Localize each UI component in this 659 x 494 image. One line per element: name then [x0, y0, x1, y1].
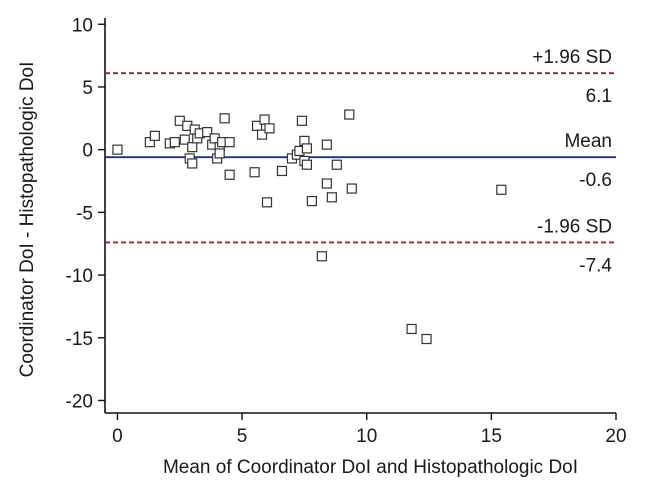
mean-value-label: -0.6 [579, 170, 612, 191]
data-point [224, 137, 235, 148]
y-tick-label: -10 [66, 266, 93, 287]
data-point [179, 134, 190, 145]
data-point [316, 251, 327, 262]
y-tick-label: 5 [82, 78, 93, 99]
data-point [331, 159, 342, 170]
y-tick-label: -15 [66, 329, 93, 350]
x-tick-label: 10 [356, 426, 377, 447]
data-point [321, 139, 332, 150]
data-point [301, 143, 313, 154]
data-point [249, 167, 260, 178]
lower-limit-label: -1.96 SD [537, 216, 612, 237]
data-point [112, 144, 123, 155]
data-point [301, 159, 313, 170]
x-tick-label: 5 [237, 426, 248, 447]
data-point [214, 148, 225, 159]
data-point [406, 323, 417, 335]
x-tick-label: 20 [605, 426, 626, 447]
data-point [421, 333, 432, 345]
upper-limit-label: +1.96 SD [532, 47, 612, 68]
data-point [261, 197, 273, 208]
y-tick-label: 10 [72, 15, 93, 36]
mean-label: Mean [564, 131, 612, 152]
data-point [264, 123, 275, 134]
data-point [187, 142, 198, 153]
data-point [219, 113, 230, 124]
x-tick-label: 15 [481, 426, 502, 447]
x-tick-label: 0 [112, 426, 123, 447]
data-point [296, 115, 308, 126]
upper-limit-value-label: 6.1 [586, 86, 612, 107]
data-point [187, 158, 198, 169]
x-axis-title: Mean of Coordinator DoI and Histopatholo… [163, 457, 578, 478]
y-tick-label: 0 [82, 141, 93, 162]
data-point [496, 184, 507, 195]
data-point [321, 178, 332, 189]
data-point [202, 127, 213, 138]
data-point [224, 169, 235, 180]
data-point [276, 165, 288, 177]
data-point [326, 192, 337, 203]
y-tick-label: -20 [66, 391, 93, 412]
data-point [149, 130, 160, 141]
y-tick-label: -5 [76, 203, 93, 224]
lower-limit-value-label: -7.4 [579, 255, 612, 276]
data-point [259, 114, 270, 125]
y-axis-title: Coordinator DoI - Histopathologic DoI [17, 62, 38, 378]
data-point [256, 129, 268, 140]
data-point [169, 137, 180, 148]
data-point [346, 183, 357, 194]
data-point [344, 109, 355, 120]
data-point [306, 195, 317, 207]
